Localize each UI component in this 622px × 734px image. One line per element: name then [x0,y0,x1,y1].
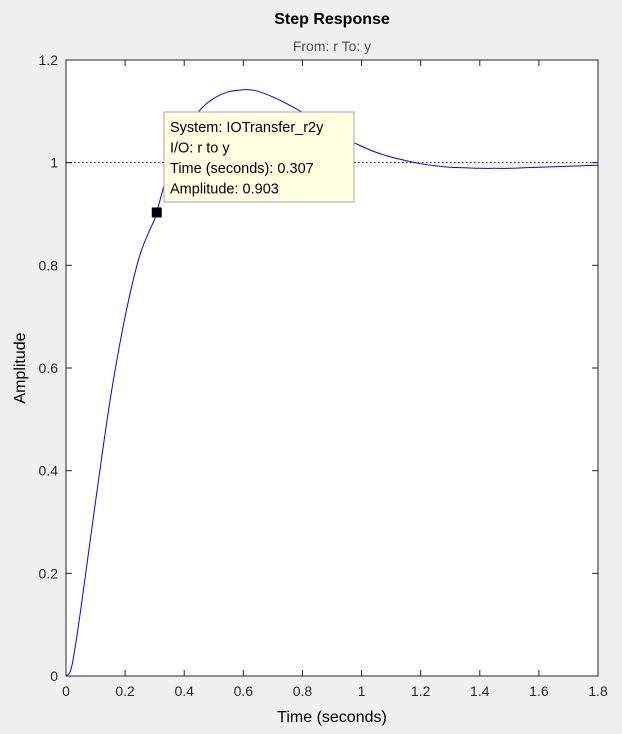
x-tick-label: 0.8 [293,683,313,699]
x-tick-label: 1.6 [529,683,549,699]
x-tick-label: 1.2 [411,683,431,699]
y-tick-label: 0.8 [39,257,59,273]
x-tick-label: 1 [358,683,366,699]
x-tick-label: 0.6 [234,683,254,699]
y-tick-label: 0 [50,668,58,684]
axes-box [65,59,599,677]
x-tick-label: 1.4 [470,683,490,699]
data-tip-box [163,111,355,203]
data-tip-amplitude: Amplitude: 0.903 [170,182,279,198]
data-tip[interactable]: System: IOTransfer_r2y I/O: r to y Time … [151,111,355,218]
x-axis-label: Time (seconds) [277,709,387,726]
tick-labels: 0 0.2 0.4 0.6 0.8 1 1.2 1.4 1.6 1.8 0 0.2 0.4 0.6 0.8 1… [39,52,608,699]
y-tick-label: 0.6 [39,360,59,376]
x-tick-label: 0.2 [115,683,135,699]
io-subtitle: From: r To: y [293,38,371,54]
chart-title: Step Response [274,11,390,28]
x-tick-label: 0.4 [174,683,194,699]
data-tip-time: Time (seconds): 0.307 [170,161,314,177]
y-tick-label: 1.2 [39,52,59,68]
y-tick-label: 0.2 [39,565,59,581]
x-tick-label: 0 [62,683,70,699]
y-axis-label: Amplitude [12,332,29,403]
data-tip-marker[interactable] [151,207,162,218]
data-tip-io: I/O: r to y [170,141,230,157]
data-tip-system: System: IOTransfer_r2y [170,120,324,136]
x-tick-label: 1.8 [588,683,608,699]
y-tick-label: 0.4 [39,463,59,479]
y-tick-label: 1 [50,155,58,171]
